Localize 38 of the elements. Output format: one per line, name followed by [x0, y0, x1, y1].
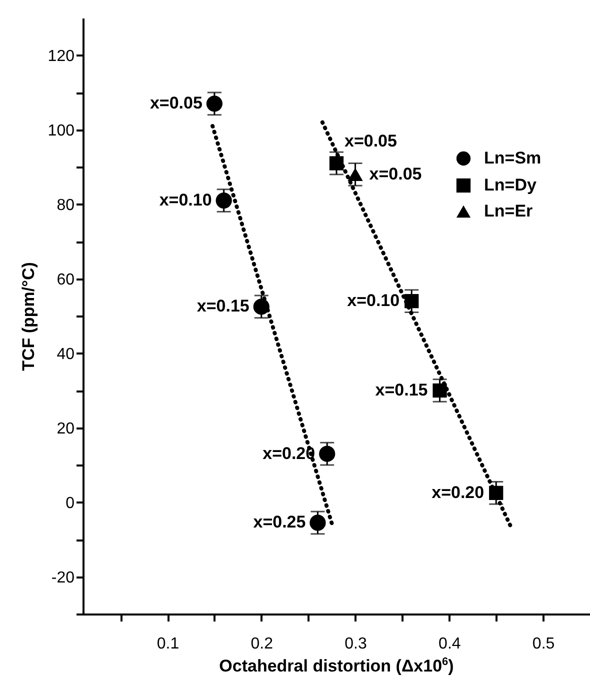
annotation: x=0.15 — [196, 296, 250, 316]
annotation: x=0.25 — [253, 512, 306, 532]
annotation: x=0.15 — [375, 380, 428, 400]
point — [404, 294, 419, 308]
x-tick-label: 0.3 — [344, 636, 367, 652]
point — [310, 514, 326, 531]
legend-label: Ln=Er — [484, 202, 534, 220]
annotation: x=0.05 — [369, 164, 422, 184]
x-tick-label: 0.5 — [532, 636, 555, 652]
point — [253, 298, 270, 315]
y-tick-label: 80 — [56, 196, 75, 214]
point — [489, 486, 504, 500]
annotation: x=0.05 — [344, 131, 397, 150]
annotation: x=0.10 — [159, 190, 212, 210]
point — [206, 96, 223, 112]
annotation: x=0.20 — [432, 482, 484, 502]
x-tick-label: 0.2 — [250, 636, 274, 652]
legend-label: Ln=Dy — [484, 176, 537, 194]
y-tick-label: 20 — [56, 420, 75, 438]
y-axis-title: TCF (ppm/°C) — [18, 262, 38, 371]
annotation: x=0.20 — [262, 444, 316, 463]
y-tick-label: 40 — [56, 346, 75, 363]
x-tick-label: 0.4 — [438, 636, 461, 652]
y-tick-label: 120 — [48, 48, 75, 65]
x-axis-title: Octahedral distortion (Δx10$^{6}$) — [218, 656, 455, 677]
point — [319, 446, 336, 462]
point — [432, 383, 447, 398]
y-tick-label: 60 — [56, 271, 75, 288]
legend-label: Ln=Sm — [484, 148, 542, 168]
x-tick-label: 0.1 — [156, 636, 180, 652]
y-tick-label: 100 — [48, 122, 75, 140]
point — [348, 168, 363, 182]
y-tick-label: 0 — [66, 494, 75, 512]
annotation: x=0.05 — [150, 94, 202, 113]
point — [216, 192, 232, 209]
annotation: x=0.10 — [347, 291, 400, 310]
point — [329, 156, 344, 170]
y-tick-label: -20 — [51, 569, 75, 586]
